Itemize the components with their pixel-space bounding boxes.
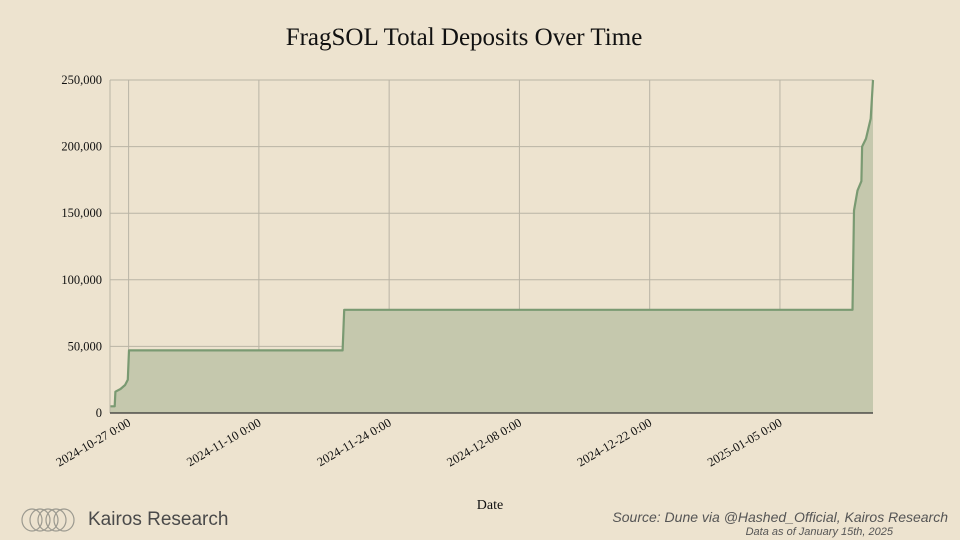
brand-name: Kairos Research [88,509,229,530]
x-tick-label: 2024-11-24 0:00 [315,415,394,469]
axes [109,80,873,414]
x-tick-label: 2024-12-22 0:00 [575,415,654,469]
y-tick-label: 50,000 [68,339,102,353]
kairos-logo: Kairos Research [18,507,228,533]
y-tick-label: 150,000 [61,206,102,220]
y-tick-label: 100,000 [61,273,102,287]
kairos-rings-icon [21,508,75,532]
y-tick-label: 0 [96,406,102,420]
y-tick-label: 200,000 [61,140,102,154]
chart-title: FragSOL Total Deposits Over Time [285,24,643,51]
x-tick-label: 2024-11-10 0:00 [184,415,263,469]
x-tick-label: 2025-01-05 0:00 [705,415,784,469]
source-note: Source: Dune via @Hashed_Official, Kairo… [612,509,948,525]
data-date-note: Data as of January 15th, 2025 [745,526,893,538]
series-line [110,79,875,408]
series-area-fill [110,80,873,413]
x-tick-label: 2024-12-08 0:00 [444,415,523,469]
y-tick-labels: 0 50,000 100,000 150,000 200,000 250,000 [61,73,102,420]
y-tick-label: 250,000 [61,73,102,87]
x-tick-label: 2024-10-27 0:00 [54,415,133,469]
x-axis-label: Date [476,498,504,513]
series-area-layer [110,79,875,413]
x-tick-labels: 2024-10-27 0:00 2024-11-10 0:00 2024-11-24… [54,415,785,469]
